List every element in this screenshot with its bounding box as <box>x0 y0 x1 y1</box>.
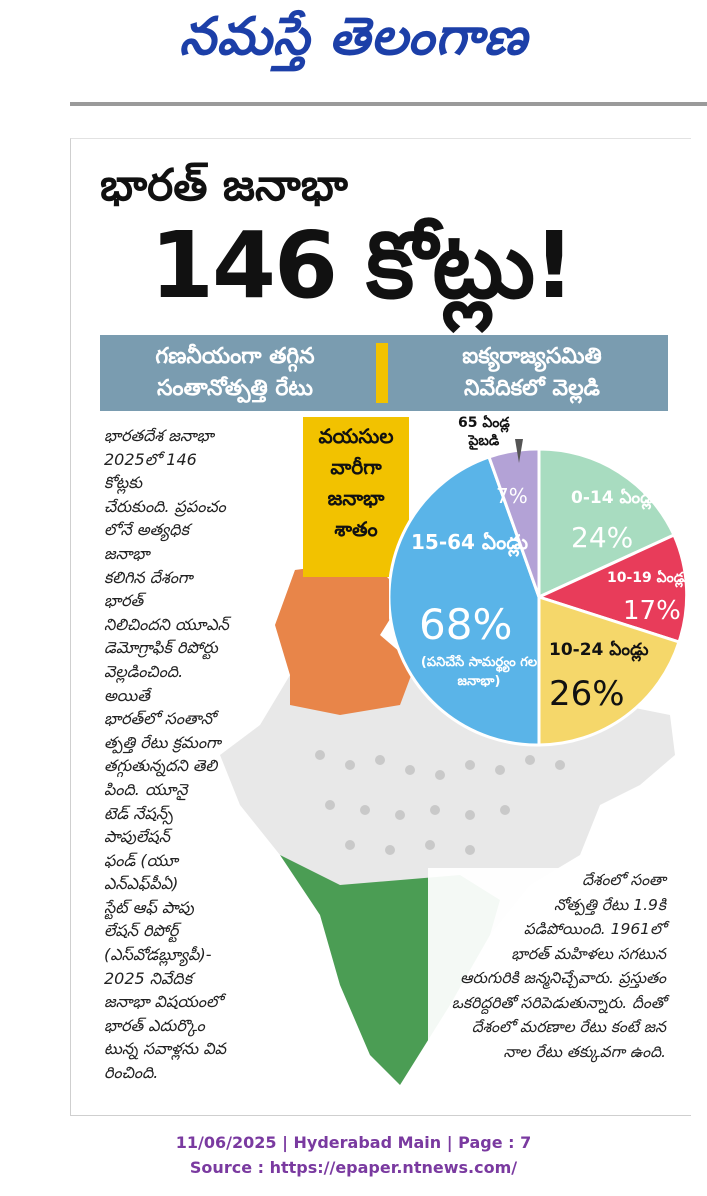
slice-value-10-19: 17% <box>623 596 681 626</box>
pie-slice-10-19 <box>534 533 689 644</box>
banner-divider <box>376 343 388 403</box>
banner-right-text: ఐక్యరాజ్యసమితి నివేదికలో వెల్లడి <box>462 344 602 401</box>
pie-legend-box: వయసుల వారీగా జనాభా శాతం <box>303 417 409 577</box>
pie-slice-0-14 <box>537 447 676 600</box>
label-65-plus: 65 ఏండ్ల పైబడి <box>458 415 510 449</box>
headline-line2: 146 కోట్లు! <box>150 212 575 319</box>
pie-pointer-65 <box>515 439 523 463</box>
newspaper-logo: నమస్తే తెలంగాణ <box>179 6 528 67</box>
age-pie-chart: 0-14 ఏండ్లు 24% 10-19 ఏండ్లు 17% 10-24 ఏ… <box>389 439 689 747</box>
slice-value-15-64: 68% <box>419 600 512 649</box>
india-crowd-illustration <box>220 560 675 1085</box>
masthead-rule <box>70 102 707 106</box>
slice-label-10-19: 10-19 ఏండ్లు <box>607 570 689 588</box>
masthead: నమస్తే తెలంగాణ <box>0 0 707 106</box>
slice-label-10-24: 10-24 ఏండ్లు <box>549 640 649 662</box>
slice-label-0-14: 0-14 ఏండ్లు <box>571 488 659 510</box>
footer-source: Source : https://epaper.ntnews.com/ <box>189 1158 518 1177</box>
crowd-figures <box>315 750 565 855</box>
slice-label-15-64: 15-64 ఏండ్లు <box>411 530 528 557</box>
slice-value-10-24: 26% <box>549 674 625 714</box>
slice-value-0-14: 24% <box>571 521 633 554</box>
article-body-left: భారతదేశ జనాభా 2025లో 146 కోట్లకు చేరుకుం… <box>104 426 229 1083</box>
saffron-band <box>275 560 415 715</box>
article-frame <box>70 138 691 1116</box>
banner-left-text: గణనీయంగా తగ్గిన సంతానోత్పత్తి రేటు <box>155 344 315 401</box>
slice-value-65-plus: 7% <box>496 484 528 508</box>
footer-date-edition: 11/06/2025 | Hyderabad Main | Page : 7 <box>175 1133 532 1152</box>
pie-slice-10-24 <box>537 594 681 747</box>
slice-note-15-64-wrap: (పనిచేసే సామర్థ్యం గల జనాభా) <box>420 655 538 689</box>
pie-slice-65-plus <box>487 447 541 598</box>
subhead-banner: గణనీయంగా తగ్గిన సంతానోత్పత్తి రేటు ఐక్యర… <box>100 335 668 411</box>
pie-slice-15-64 <box>389 455 541 747</box>
article-body-right: దేశంలో సంతా నోత్పత్తి రేటు 1.9కి పడిపోయి… <box>428 868 666 1090</box>
headline-line1: భారత్ జనాభా <box>100 160 348 211</box>
slice-note-15-64: (పనిచేసే సామర్థ్యం గల జనాభా) <box>420 655 538 689</box>
legend-title: వయసుల వారీగా జనాభా శాతం <box>318 424 394 541</box>
